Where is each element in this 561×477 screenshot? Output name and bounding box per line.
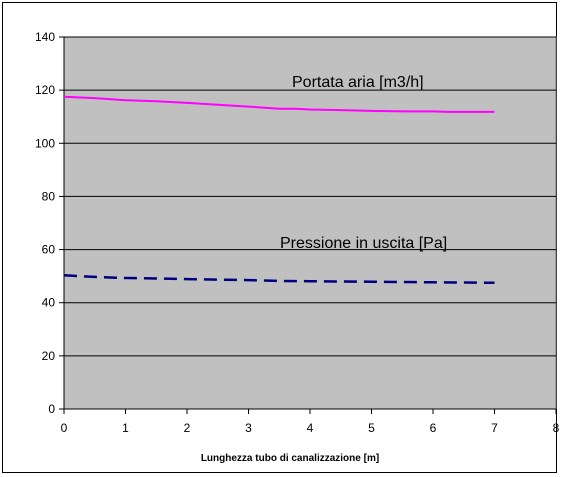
x-tick-label-0: 0 [61,421,68,435]
y-tick-label-100: 100 [35,136,55,150]
y-tick-label-40: 40 [42,296,56,310]
x-axis-title: Lunghezza tubo di canalizzazione [m] [201,453,379,464]
x-tick-label-8: 8 [553,421,560,435]
series-line-1 [63,274,495,285]
x-tick-label-2: 2 [184,421,191,435]
x-tick-label-6: 6 [430,421,437,435]
series-label-portata: Portata aria [m3/h] [292,74,424,91]
y-tick-label-20: 20 [42,349,56,363]
y-tick-label-80: 80 [42,189,56,203]
x-tick-label-4: 4 [307,421,314,435]
y-tick-label-120: 120 [35,83,55,97]
series-label-pressione: Pressione in uscita [Pa] [280,235,447,252]
x-tick-label-5: 5 [368,421,375,435]
series-layer [63,95,495,285]
x-tick-label-3: 3 [245,421,252,435]
plot-area [63,36,557,410]
y-tick-label-140: 140 [35,30,55,44]
y-tick-label-0: 0 [48,402,55,416]
series-line-0 [63,95,495,113]
ticks: 0 20 40 60 80 100 120 140 0 1 2 3 4 5 6 7 8 [35,30,560,435]
x-tick-label-1: 1 [122,421,129,435]
y-tick-label-60: 60 [42,243,56,257]
gridlines [64,36,556,357]
x-tick-label-7: 7 [491,421,498,435]
